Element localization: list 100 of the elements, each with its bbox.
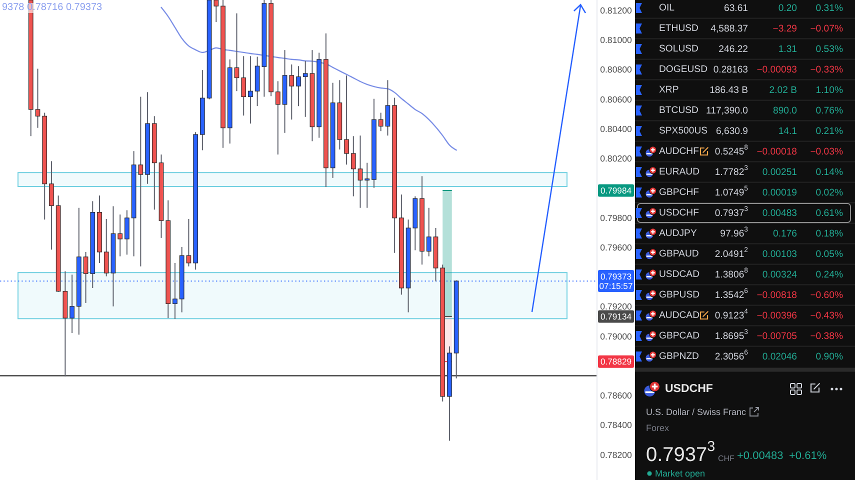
y-tick-label: 0.81000 xyxy=(600,35,632,45)
candlestick xyxy=(344,74,349,166)
text: 0.21% xyxy=(816,126,844,136)
annotation: 0.78829 xyxy=(600,356,632,367)
text: 0.28163 xyxy=(713,64,748,75)
y-tick-label: 0.80600 xyxy=(600,94,632,104)
text: CHF xyxy=(718,454,735,462)
text: 1.31 xyxy=(778,44,797,54)
annotation: 0.79134 xyxy=(600,311,632,322)
text: 0.20 xyxy=(778,2,797,14)
text: 1.10% xyxy=(816,84,844,96)
category-label: ETHUSD xyxy=(659,23,699,34)
text: −0.43% xyxy=(810,310,844,321)
candlestick xyxy=(118,214,123,257)
candlestick xyxy=(364,162,370,208)
text: 0.53% xyxy=(816,44,844,54)
category-label: EURAUD xyxy=(659,166,700,178)
text: 246.22 xyxy=(718,44,748,54)
text: 14.1 xyxy=(778,126,797,136)
category-label: BTCUSD xyxy=(659,105,699,116)
text: 0.18% xyxy=(816,228,844,239)
text: 0.61% xyxy=(816,208,844,218)
category-label: AUDJPY xyxy=(659,228,698,239)
text: 0.14% xyxy=(816,166,844,178)
text: 0.00019 xyxy=(762,187,797,198)
category-label: USDCAD xyxy=(659,269,700,280)
category-label: GBPCAD xyxy=(659,330,700,342)
text: 2.02 B xyxy=(769,84,797,96)
text: 6,630.9 xyxy=(716,126,748,136)
y-tick-label: 0.78200 xyxy=(600,450,632,460)
candlestick xyxy=(350,136,356,197)
text: 1.3542$^{6}$ xyxy=(714,288,748,300)
text: 4,588.37 xyxy=(710,23,748,34)
text: 1.7782$^{3}$ xyxy=(714,165,748,178)
text: 1.3806$^{8}$ xyxy=(714,268,748,280)
candlestick xyxy=(248,56,253,124)
text: −3.29 xyxy=(772,23,797,34)
text: 0.9123$^{4}$ xyxy=(714,308,748,321)
candlestick xyxy=(426,207,432,257)
text: −0.00093 xyxy=(756,64,797,75)
text: −0.00705 xyxy=(756,330,797,342)
candlestick xyxy=(289,64,294,120)
text: 0.24% xyxy=(816,269,844,280)
category-label: SOLUSD xyxy=(659,44,699,54)
text: −0.03% xyxy=(810,146,844,157)
category-label: GBPUSD xyxy=(659,290,700,300)
text: 1.8695$^{3}$ xyxy=(714,329,748,342)
candlestick xyxy=(35,68,40,128)
text: −0.38% xyxy=(810,330,844,342)
text: 0.31% xyxy=(816,2,844,14)
text: −0.07% xyxy=(810,23,844,34)
candlestick xyxy=(302,60,308,118)
text: −0.00396 xyxy=(756,310,797,321)
text: 117,390.0 xyxy=(706,105,748,116)
text: 0.00251 xyxy=(762,166,797,178)
ref-line-label: 0.79373 07:15:57 xyxy=(599,271,633,291)
candlestick xyxy=(234,12,240,92)
category-label: GBPAUD xyxy=(659,248,699,260)
text: 0.90% xyxy=(816,351,844,362)
text: 0.00103 xyxy=(762,248,797,260)
category-label: OIL xyxy=(659,2,676,14)
y-tick-label: 0.80200 xyxy=(600,154,632,164)
text: 1.0749$^{5}$ xyxy=(714,186,748,198)
y-tick-label: 0.78600 xyxy=(600,390,632,401)
text: 0.7937$^{3}$ xyxy=(646,439,716,466)
text: 0.176 xyxy=(772,228,797,239)
candlestick xyxy=(296,66,301,107)
text: 186.43 B xyxy=(710,84,748,96)
text: +0.61% xyxy=(789,450,827,462)
y-tick-label: 0.79200 xyxy=(600,302,632,312)
y-tick-label: 0.80800 xyxy=(600,64,632,75)
text: 0.5245$^{8}$ xyxy=(714,144,748,157)
category-label: GBPCHF xyxy=(659,187,700,198)
candlestick xyxy=(186,218,192,267)
text: 2.0491$^{2}$ xyxy=(714,247,748,260)
category-label: GBPNZD xyxy=(659,351,700,362)
category-label: AUDCHF xyxy=(659,146,700,157)
text: USDCHF xyxy=(665,383,713,395)
category-label: DOGEUSD xyxy=(659,64,708,75)
text: 2.3056$^{6}$ xyxy=(714,350,748,362)
text: 63.61 xyxy=(724,2,748,14)
text: −0.00018 xyxy=(756,146,797,157)
text: 0.00324 xyxy=(762,269,798,280)
text: 0.05% xyxy=(816,248,844,260)
candlestick xyxy=(385,80,390,136)
text: 890.0 xyxy=(772,105,797,116)
category-label: AUDCAD xyxy=(659,310,700,321)
text: Forex xyxy=(646,423,670,433)
candlestick xyxy=(358,135,363,208)
y-tick-label: 0.79800 xyxy=(600,212,632,223)
text: −0.60% xyxy=(810,290,844,300)
candlestick xyxy=(378,112,384,132)
candlestick xyxy=(124,210,130,256)
candlestick xyxy=(83,252,88,304)
text: 0.02% xyxy=(816,187,844,198)
candlestick xyxy=(275,80,280,156)
annotation: 0.79984 xyxy=(600,186,632,196)
candlestick xyxy=(49,160,54,250)
line-series xyxy=(160,6,457,151)
y-tick-label: 0.78400 xyxy=(600,420,632,430)
